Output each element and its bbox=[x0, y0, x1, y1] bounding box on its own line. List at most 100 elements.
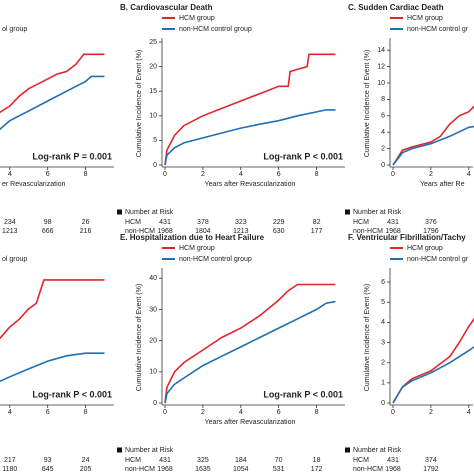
x-tick-label: 4 bbox=[239, 409, 243, 416]
risk-count: 1180 bbox=[2, 466, 17, 473]
y-tick-label: 6 bbox=[381, 279, 385, 286]
y-tick-label: 15 bbox=[149, 88, 157, 95]
risk-count: 82 bbox=[313, 219, 321, 226]
risk-row-label: HCM bbox=[125, 219, 141, 226]
risk-count: 229 bbox=[273, 219, 285, 226]
x-tick-label: 4 bbox=[8, 409, 12, 416]
y-tick-label: 0 bbox=[381, 400, 385, 407]
risk-count: 431 bbox=[387, 219, 399, 226]
x-axis-label: Years after Re bbox=[420, 181, 465, 188]
survival-curve bbox=[392, 345, 474, 404]
risk-row-label: HCM bbox=[353, 219, 369, 226]
survival-curve bbox=[164, 109, 336, 166]
y-tick-label: 6 bbox=[381, 113, 385, 120]
legend-label: non-HCM control gr bbox=[407, 26, 469, 33]
y-axis-label: Cumulative Incidence of Event (%) bbox=[136, 284, 143, 391]
log-rank-annotation: Log-rank P < 0.001 bbox=[32, 389, 112, 399]
risk-count: 1213 bbox=[233, 228, 249, 235]
y-tick-label: 10 bbox=[149, 113, 157, 120]
risk-count: 93 bbox=[44, 457, 52, 464]
legend-label: non-HCM control gr bbox=[407, 256, 469, 263]
risk-count: 184 bbox=[235, 457, 247, 464]
y-axis-label: Cumulative Incidence of Event (%) bbox=[364, 50, 371, 157]
risk-count: 234 bbox=[4, 219, 16, 226]
risk-count: 24 bbox=[82, 457, 90, 464]
panel-title: E. Hospitalization due to Heart Failure bbox=[120, 233, 265, 242]
risk-count: 630 bbox=[273, 228, 285, 235]
risk-count: 323 bbox=[235, 219, 247, 226]
legend-label: HCM group bbox=[179, 245, 215, 252]
risk-title: Number at Risk bbox=[353, 447, 402, 454]
y-tick-label: 5 bbox=[381, 299, 385, 306]
risk-marker bbox=[345, 447, 350, 453]
risk-count: 1804 bbox=[195, 228, 211, 235]
risk-marker bbox=[345, 209, 350, 215]
risk-count: 217 bbox=[4, 457, 16, 464]
y-tick-label: 2 bbox=[381, 145, 385, 152]
risk-count: 205 bbox=[80, 466, 92, 473]
risk-count: 1792 bbox=[423, 466, 439, 473]
x-tick-label: 8 bbox=[84, 171, 88, 178]
survival-curve bbox=[392, 105, 474, 166]
x-tick-label: 2 bbox=[429, 171, 433, 178]
risk-marker bbox=[117, 447, 122, 453]
risk-row-label: non-HCM bbox=[125, 466, 155, 473]
risk-count: 431 bbox=[159, 219, 171, 226]
risk-count: 645 bbox=[42, 466, 54, 473]
risk-count: 531 bbox=[273, 466, 285, 473]
risk-count: 374 bbox=[425, 457, 437, 464]
panel-title: B. Cardiovascular Death bbox=[120, 3, 213, 12]
risk-count: 431 bbox=[159, 457, 171, 464]
risk-count: 1213 bbox=[2, 228, 18, 235]
risk-count: 1968 bbox=[157, 466, 173, 473]
x-tick-label: 6 bbox=[277, 171, 281, 178]
risk-count: 177 bbox=[311, 228, 323, 235]
risk-title: Number at Risk bbox=[125, 447, 174, 454]
x-tick-label: 6 bbox=[277, 409, 281, 416]
survival-curve bbox=[392, 125, 474, 166]
y-tick-label: 10 bbox=[149, 369, 157, 376]
legend-label: HCM group bbox=[179, 15, 215, 22]
log-rank-annotation: Log-rank P < 0.001 bbox=[263, 151, 343, 161]
legend-label: non-HCM control group bbox=[179, 26, 252, 33]
legend-label: ol group bbox=[2, 26, 27, 33]
risk-count: 431 bbox=[387, 457, 399, 464]
x-tick-label: 0 bbox=[163, 171, 167, 178]
y-tick-label: 4 bbox=[381, 319, 385, 326]
risk-count: 666 bbox=[42, 228, 54, 235]
risk-count: 1635 bbox=[195, 466, 211, 473]
y-tick-label: 3 bbox=[381, 339, 385, 346]
y-axis-label: Cumulative Incidence of Event (%) bbox=[136, 50, 143, 157]
y-tick-label: 40 bbox=[149, 275, 157, 282]
survival-curve bbox=[0, 352, 105, 383]
x-tick-label: 4 bbox=[467, 409, 471, 416]
survival-curve bbox=[0, 75, 105, 131]
y-tick-label: 20 bbox=[149, 337, 157, 344]
risk-count: 1054 bbox=[233, 466, 249, 473]
x-tick-label: 6 bbox=[46, 171, 50, 178]
y-tick-label: 1 bbox=[381, 380, 385, 387]
x-tick-label: 2 bbox=[201, 409, 205, 416]
risk-marker bbox=[117, 209, 122, 215]
x-tick-label: 2 bbox=[429, 409, 433, 416]
x-tick-label: 0 bbox=[163, 409, 167, 416]
risk-title: Number at Risk bbox=[125, 209, 174, 216]
legend-label: non-HCM control group bbox=[179, 256, 252, 263]
y-tick-label: 8 bbox=[381, 96, 385, 103]
risk-row-label: non-HCM bbox=[125, 228, 155, 235]
y-tick-label: 25 bbox=[149, 39, 157, 46]
risk-count: 1968 bbox=[385, 228, 401, 235]
legend-label: HCM group bbox=[407, 245, 443, 252]
survival-curve bbox=[164, 53, 336, 166]
y-tick-label: 30 bbox=[149, 306, 157, 313]
y-axis-label: Cumulative Incidence of Event (%) bbox=[364, 284, 371, 391]
x-tick-label: 0 bbox=[391, 171, 395, 178]
log-rank-annotation: Log-rank P < 0.001 bbox=[263, 389, 343, 399]
x-tick-label: 8 bbox=[315, 409, 319, 416]
x-tick-label: 0 bbox=[391, 409, 395, 416]
y-tick-label: 0 bbox=[153, 400, 157, 407]
y-tick-label: 20 bbox=[149, 63, 157, 70]
x-tick-label: 4 bbox=[239, 171, 243, 178]
risk-count: 376 bbox=[425, 219, 437, 226]
